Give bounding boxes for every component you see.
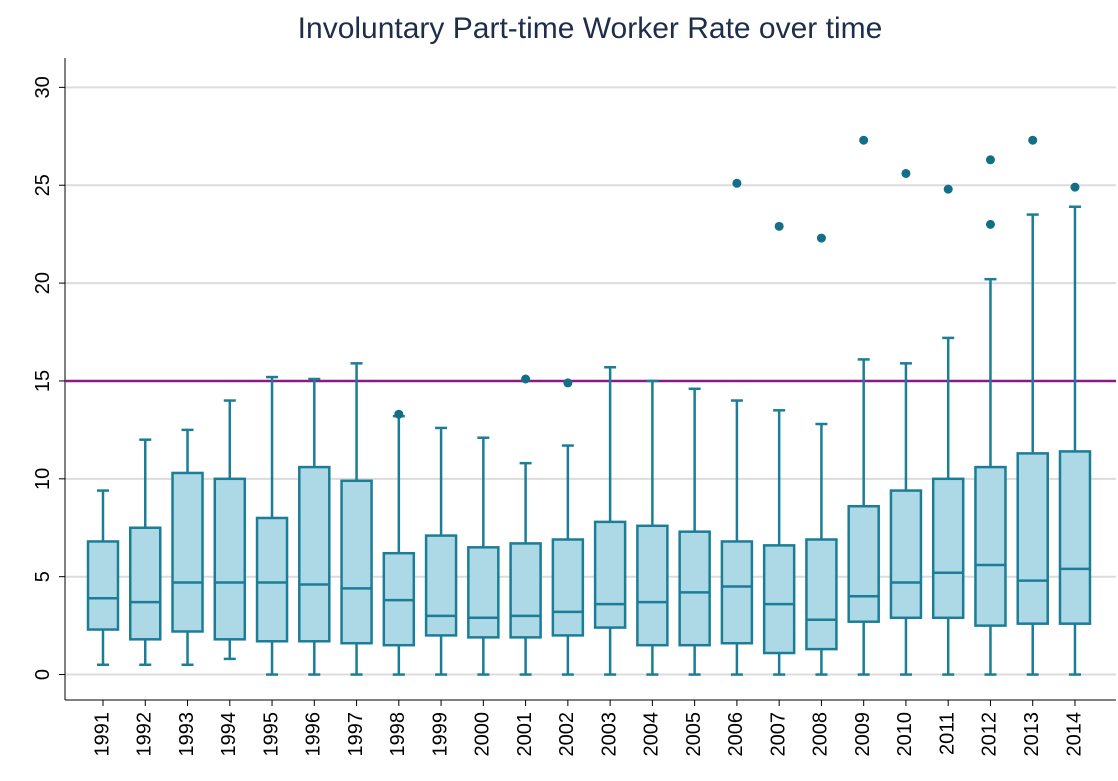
box	[467, 546, 500, 639]
x-tick-label: 2010	[894, 712, 916, 757]
x-tick-label: 2001	[514, 712, 536, 757]
box	[889, 489, 923, 620]
outlier	[774, 221, 784, 231]
box	[255, 516, 289, 643]
box	[593, 520, 627, 629]
x-tick-label: 2011	[936, 712, 958, 755]
x-tick-label: 2005	[683, 712, 705, 757]
outlier	[732, 178, 742, 188]
box	[298, 465, 331, 643]
box	[1016, 452, 1049, 625]
box	[340, 479, 373, 645]
x-tick-label: 1993	[176, 712, 198, 757]
box	[509, 542, 542, 639]
y-tick-label: 20	[32, 272, 54, 294]
y-tick-label: 25	[32, 174, 54, 196]
x-tick-label: 2009	[852, 712, 874, 757]
x-tick-label: 2000	[472, 712, 494, 757]
x-tick-label: 1998	[387, 712, 409, 757]
x-tick-label: 2014	[1063, 712, 1085, 757]
x-tick-label: 2002	[556, 712, 578, 757]
box	[762, 544, 796, 655]
x-tick-label: 2006	[725, 712, 747, 757]
y-tick-label: 15	[32, 370, 54, 392]
box	[171, 471, 204, 633]
y-tick-label: 10	[32, 468, 54, 490]
outlier	[1070, 182, 1080, 192]
outlier	[943, 184, 953, 194]
box	[129, 526, 162, 641]
x-tick-label: 1996	[303, 712, 325, 757]
outlier	[985, 219, 995, 229]
box	[86, 540, 120, 631]
y-tick-label: 0	[32, 669, 54, 680]
x-tick-label: 1999	[429, 712, 451, 757]
x-tick-label: 2008	[810, 712, 832, 757]
outlier	[901, 168, 911, 178]
box	[636, 524, 669, 647]
x-tick-label: 2007	[767, 712, 789, 757]
x-tick-label: 1994	[218, 712, 240, 757]
box	[678, 530, 711, 647]
outlier	[563, 378, 573, 388]
box	[551, 538, 585, 637]
chart-title: Involuntary Part-time Worker Rate over t…	[298, 12, 883, 45]
x-tick-label: 2012	[979, 712, 1001, 757]
box	[1058, 450, 1092, 625]
box	[424, 534, 458, 637]
outlier	[816, 233, 826, 243]
x-tick-label: 1997	[345, 712, 367, 757]
box	[847, 504, 880, 623]
box	[805, 538, 838, 651]
x-tick-label: 1991	[91, 712, 113, 757]
outlier	[1028, 135, 1038, 145]
x-tick-label: 2003	[598, 712, 620, 757]
outlier	[985, 155, 995, 165]
outlier	[859, 135, 869, 145]
box	[974, 465, 1007, 627]
box	[931, 477, 965, 620]
x-tick-label: 1995	[260, 712, 282, 757]
y-tick-label: 30	[32, 76, 54, 98]
x-tick-label: 2004	[641, 712, 663, 757]
x-tick-label: 1992	[134, 712, 156, 757]
box	[213, 477, 247, 641]
outlier	[521, 374, 531, 384]
y-tick-label: 5	[32, 571, 54, 582]
box	[720, 540, 754, 645]
outlier	[394, 409, 404, 419]
x-tick-label: 2013	[1021, 712, 1043, 757]
